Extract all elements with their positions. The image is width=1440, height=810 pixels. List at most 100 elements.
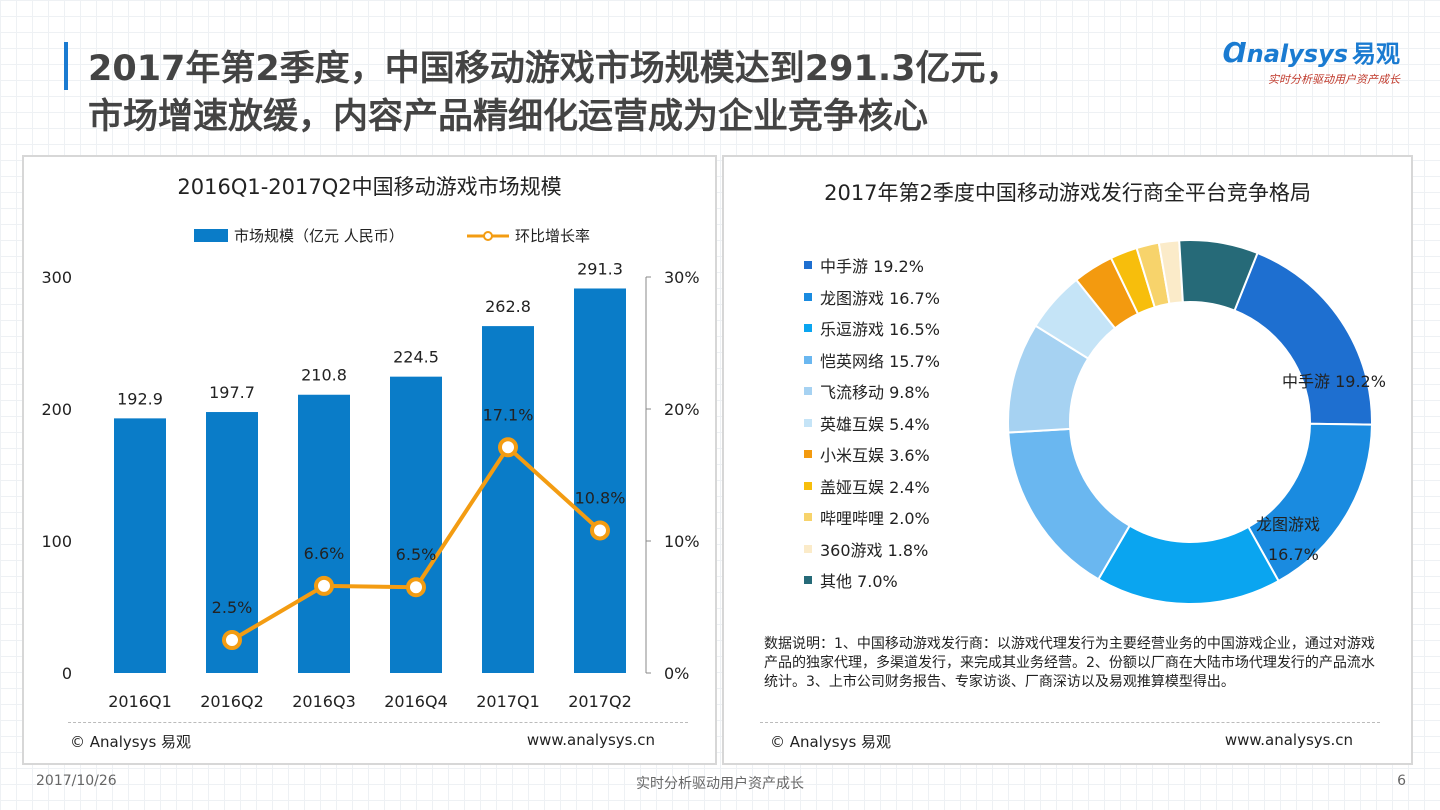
legend-item: 恺英网络 15.7%	[804, 348, 940, 372]
legend-bar-label: 市场规模（亿元 人民币）	[234, 227, 404, 245]
legend-label: 其他 7.0%	[820, 572, 898, 591]
donut-slice-label: 16.7%	[1268, 545, 1319, 564]
legend-label: 英雄互娱 5.4%	[820, 414, 930, 434]
legend-swatch	[804, 387, 812, 395]
y-tick-label: 0	[62, 664, 72, 683]
x-tick-label: 2016Q4	[384, 692, 448, 711]
x-tick-label: 2016Q3	[292, 692, 356, 711]
publisher-share-panel: 2017年第2季度中国移动游戏发行商全平台竞争格局 中手游 19.2% 龙图游戏 …	[722, 155, 1413, 765]
bar	[298, 394, 350, 673]
x-tick-label: 2016Q1	[108, 692, 172, 711]
page-title-line-1: 2017年第2季度，中国移动游戏市场规模达到291.3亿元，	[88, 49, 1021, 89]
growth-rate-label: 10.8%	[575, 488, 626, 507]
logo-text: nalysys	[1246, 40, 1348, 68]
legend-item: 中手游 19.2%	[804, 253, 924, 277]
copyright-text: © Analysys 易观	[770, 733, 892, 751]
legend-line-label: 环比增长率	[515, 227, 590, 245]
legend-label: 小米互娱 3.6%	[820, 446, 930, 465]
growth-rate-label: 6.5%	[396, 545, 437, 564]
page-number: 6	[1397, 773, 1406, 789]
market-size-panel: 2016Q1-2017Q2中国移动游戏市场规模 市场规模（亿元 人民币） 环比增长…	[22, 155, 717, 765]
legend-item: 小米互娱 3.6%	[804, 442, 930, 466]
growth-rate-point	[314, 575, 334, 596]
legend-label: 龙图游戏 16.7%	[820, 288, 940, 308]
bar-value-label: 291.3	[577, 259, 623, 278]
legend-label: 恺英网络 15.7%	[820, 351, 940, 371]
legend-item: 其他 7.0%	[804, 568, 898, 592]
y2-tick-label: 30%	[664, 268, 700, 287]
y2-tick-label: 10%	[664, 532, 700, 551]
bar	[574, 288, 626, 673]
donut-slice-label: 龙图游戏	[1256, 515, 1320, 534]
growth-rate-point	[590, 520, 610, 541]
donut-slice-label: 中手游 19.2%	[1282, 372, 1386, 391]
y-tick-label: 200	[41, 400, 72, 419]
bar	[390, 376, 442, 673]
x-tick-label: 2017Q2	[568, 692, 632, 711]
y2-tick-label: 0%	[664, 664, 689, 683]
page-title-line-2: 市场增速放缓，内容产品精细化运营成为企业竞争核心	[88, 97, 929, 137]
logo-tagline: 实时分析驱动用户资产成长	[1268, 73, 1400, 86]
legend-swatch	[804, 450, 812, 458]
donut-chart: 中手游 19.2% 龙图游戏 16.7%	[1007, 239, 1386, 605]
legend-swatch	[804, 355, 812, 364]
legend-line-marker	[483, 231, 493, 241]
donut-slice	[1233, 251, 1373, 426]
website-url: www.analysys.cn	[526, 731, 655, 749]
legend-label: 飞流移动 9.8%	[820, 383, 930, 402]
footer-date: 2017/10/26	[36, 773, 117, 789]
bar-value-label: 210.8	[301, 366, 347, 385]
donut-slice	[1178, 239, 1259, 312]
title-accent-bar	[64, 42, 68, 90]
growth-rate-point	[406, 577, 426, 598]
donut-slice	[1097, 524, 1280, 605]
legend-label: 盖娅互娱 2.4%	[820, 477, 930, 497]
legend-swatch	[804, 481, 812, 490]
website-url: www.analysys.cn	[1224, 731, 1353, 749]
y-tick-label: 100	[41, 532, 72, 551]
donut-chart-title: 2017年第2季度中国移动游戏发行商全平台竞争格局	[824, 181, 1311, 205]
legend-bar-swatch	[194, 229, 228, 242]
legend-item: 英雄互娱 5.4%	[804, 411, 930, 435]
legend-swatch	[804, 418, 812, 427]
donut-slice	[1007, 427, 1131, 581]
analysys-logo: Ɑnalysys 易观 实时分析驱动用户资产成长	[1222, 36, 1400, 86]
legend-item: 龙图游戏 16.7%	[804, 285, 940, 309]
growth-rate-label: 6.6%	[304, 544, 345, 563]
x-tick-label: 2017Q1	[476, 692, 540, 711]
legend-swatch	[804, 324, 812, 332]
legend-item: 盖娅互娱 2.4%	[804, 474, 930, 498]
legend-swatch	[804, 261, 812, 269]
legend-item: 360游戏 1.8%	[804, 537, 928, 561]
legend-item: 哔哩哔哩 2.0%	[804, 505, 930, 529]
bar	[114, 418, 166, 673]
legend-item: 飞流移动 9.8%	[804, 379, 930, 403]
legend-swatch	[804, 576, 812, 584]
legend-label: 乐逗游戏 16.5%	[820, 320, 940, 339]
y-tick-label: 300	[41, 268, 72, 287]
footer-divider	[760, 722, 1380, 723]
growth-rate-point	[222, 630, 242, 650]
footer-divider	[68, 722, 688, 723]
legend-label: 中手游 19.2%	[820, 257, 924, 276]
bar-value-label: 197.7	[209, 383, 255, 402]
data-note: 数据说明：1、中国移动游戏发行商：以游戏代理发行为主要经营业务的中国游戏企业，通…	[764, 636, 1375, 690]
bar-value-label: 192.9	[117, 389, 163, 408]
growth-rate-label: 2.5%	[212, 598, 253, 617]
legend-swatch	[804, 513, 812, 521]
y2-tick-label: 20%	[664, 400, 700, 419]
bar-line-chart: 市场规模（亿元 人民币） 环比增长率 0 100 200 300 0% 10% 20% 30% 19…	[41, 227, 700, 711]
bar	[482, 326, 534, 673]
bar-value-label: 262.8	[485, 297, 531, 316]
logo-cn: 易观	[1352, 40, 1400, 68]
footer-slogan: 实时分析驱动用户资产成长	[636, 776, 804, 792]
bar-value-label: 224.5	[393, 348, 439, 367]
growth-rate-label: 17.1%	[483, 405, 534, 424]
legend-item: 乐逗游戏 16.5%	[804, 316, 940, 340]
legend-label: 哔哩哔哩 2.0%	[820, 509, 930, 528]
chart-legend: 市场规模（亿元 人民币） 环比增长率	[194, 227, 590, 245]
legend-swatch	[804, 544, 812, 553]
copyright-text: © Analysys 易观	[70, 733, 192, 751]
x-tick-label: 2016Q2	[200, 692, 264, 711]
legend-label: 360游戏 1.8%	[820, 540, 929, 560]
